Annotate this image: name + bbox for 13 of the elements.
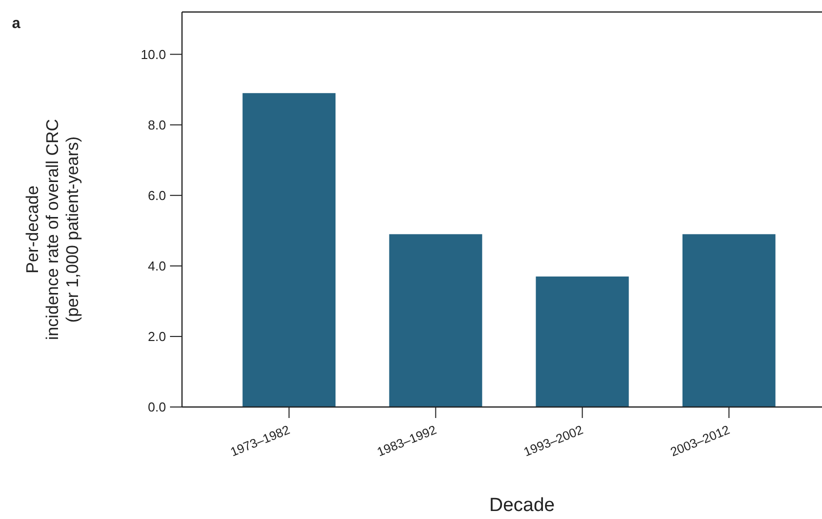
text: a [12,15,21,32]
y-axis-title: Per-decade incidence rate of overall CRC (per 1,000 patient-years) [23,118,82,340]
bar [682,234,776,407]
y-tick-label: 0.0 [148,400,166,415]
bar [536,276,629,407]
y-tick-label: 4.0 [148,258,166,274]
y-tick-label: 10.0 [140,46,166,62]
y-tick-label: 6.0 [148,188,166,203]
bar [242,93,336,407]
y-tick-label: 2.0 [148,329,166,344]
x-axis-title: Decade [489,495,555,516]
y-tick-label: 8.0 [148,117,166,132]
bar [389,234,482,407]
